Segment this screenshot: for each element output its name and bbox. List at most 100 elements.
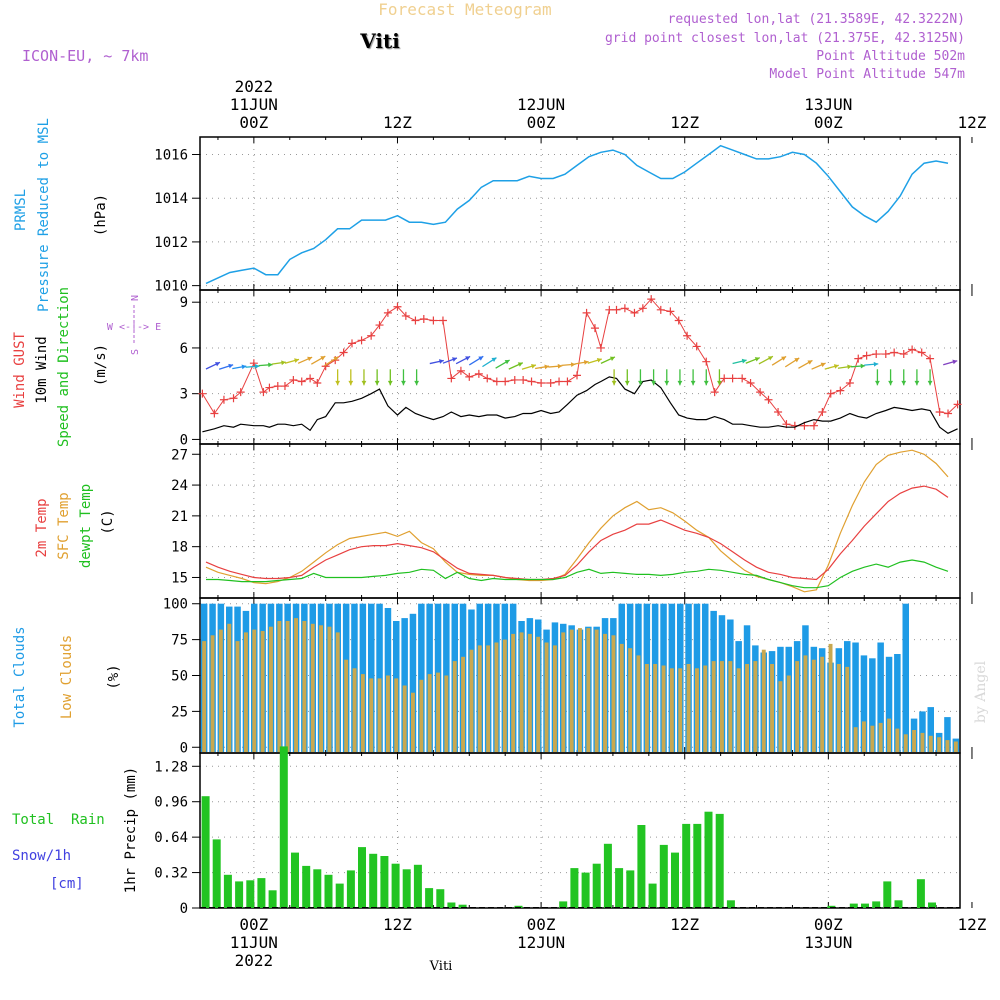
wind-gust-marker [647, 295, 656, 304]
wind-direction-arrowhead [333, 356, 339, 362]
wind-gust-marker [563, 377, 572, 386]
wind-ytick-label: 0 [180, 432, 188, 448]
total-cloud-bar [927, 707, 934, 752]
wind-gust-marker [935, 407, 944, 416]
wind-gust-marker [854, 354, 863, 363]
rain-bar [615, 868, 624, 908]
bottom-date-label: 11JUN [230, 933, 278, 952]
wind-dir-label: Speed and Direction [56, 287, 72, 447]
wind-unit: (m/s) [93, 344, 109, 386]
low-cloud-bar [636, 655, 641, 752]
wind-direction-arrowhead [847, 364, 852, 370]
low-cloud-bar [720, 661, 724, 752]
total-cloud-bar [401, 618, 408, 752]
wind-gust-marker [546, 379, 555, 388]
low-cloud-bar [527, 633, 532, 752]
wind-direction-arrowhead [335, 380, 341, 386]
low-cloud-bar [870, 725, 875, 752]
precip-ytick-label: 0 [180, 901, 188, 917]
rain-bar [246, 880, 255, 908]
low-cloud-bar [945, 740, 950, 752]
low-cloud-bar [352, 668, 357, 752]
low-cloud-bar [628, 648, 633, 752]
wind-direction-arrowhead [914, 380, 920, 386]
wind-ytick-label: 6 [180, 341, 188, 357]
rain-bar [928, 902, 936, 908]
compass-south: S [130, 349, 141, 355]
wind-gust-marker [728, 374, 737, 383]
low-cloud-bar [770, 664, 774, 752]
temp-ytick-label: 21 [171, 509, 188, 525]
low-cloud-bar [586, 628, 591, 752]
wind-gust-marker [483, 374, 492, 383]
rain-bar [849, 903, 858, 908]
clouds-ytick-label: 75 [171, 633, 188, 649]
rain-bar [235, 881, 244, 908]
wind-gust-marker [620, 304, 629, 313]
wind-direction-arrowhead [294, 358, 299, 363]
wind-gust-marker [908, 345, 917, 354]
wind-gust-marker [375, 321, 384, 330]
snow-unit-label: [cm] [50, 876, 84, 892]
wind-gust-marker [702, 357, 711, 366]
chart-title: Forecast Meteogram [378, 0, 551, 19]
temp-ytick-label: 15 [171, 570, 188, 586]
pressure-ytick-label: 1016 [154, 147, 188, 163]
wind-gust-marker [367, 331, 376, 340]
temp-unit: (C) [100, 509, 116, 534]
pressure-line [205, 144, 949, 285]
low-cloud-bar [611, 635, 616, 752]
top-date-label: 11JUN [230, 95, 278, 114]
total-cloud-bar [877, 642, 884, 752]
wind-gust-marker [555, 377, 564, 386]
low-cloud-bar [235, 641, 240, 752]
low-cloud-bar [920, 732, 925, 752]
wind-gust-marker [692, 342, 701, 351]
low-cloud-bar [953, 741, 958, 752]
wind-direction-arrowhead [754, 357, 760, 362]
panel-frames: 1010101210141016036915182124270255075100… [154, 136, 973, 917]
wind-gust-marker [746, 379, 755, 388]
clouds-ytick-label: 100 [163, 597, 188, 613]
wind-direction-arrowhead [717, 380, 722, 386]
rain-bar [603, 843, 612, 908]
bottom-hour-label: 12Z [383, 915, 412, 934]
wind-direction-arrowhead [583, 360, 589, 365]
low-cloud-bar [795, 661, 800, 752]
wind-direction-arrowhead [794, 357, 800, 363]
wind-gust-marker [774, 407, 783, 416]
wind-direction-arrowhead [307, 356, 313, 362]
wind-gust-marker [845, 379, 854, 388]
wind-gust-marker [756, 388, 765, 397]
wind-direction-arrowhead [361, 380, 367, 386]
low-cloud-bar [419, 679, 424, 752]
rain-bar [279, 746, 288, 908]
wind-gust-marker [656, 305, 665, 314]
low-cloud-bar [277, 621, 282, 752]
wind-direction-arrowhead [901, 380, 907, 386]
wind-direction-arrowhead [438, 359, 444, 364]
rain-bar [369, 853, 378, 909]
low-cloud-bar [519, 632, 524, 752]
low-cloud-bar [895, 728, 900, 752]
total-cloud-bar [944, 717, 951, 752]
rain-bar [201, 796, 210, 908]
wind-gust-marker [438, 316, 447, 325]
top-date-label: 13JUN [804, 95, 852, 114]
rain-bar [380, 856, 389, 908]
wind-gust-marker [527, 377, 536, 386]
rain-bar [894, 900, 903, 909]
low-cloud-bar [686, 664, 691, 752]
low-cloud-bar [394, 678, 399, 752]
pressure-labels: PRMSL Pressure Reduced to MSL (hPa) [13, 118, 109, 312]
low-cloud-bar [536, 636, 541, 753]
low-cloud-bar [269, 626, 273, 752]
location-name: Viti [359, 29, 400, 53]
low-cloud-bar [369, 678, 374, 752]
temp-2m-label: 2m Temp [34, 498, 50, 557]
low-cloud-bar [644, 664, 649, 752]
low-cloud-bar [436, 672, 440, 752]
low-cloud-bar [653, 664, 658, 752]
model-name: ICON-EU, ~ 7km [22, 47, 148, 65]
